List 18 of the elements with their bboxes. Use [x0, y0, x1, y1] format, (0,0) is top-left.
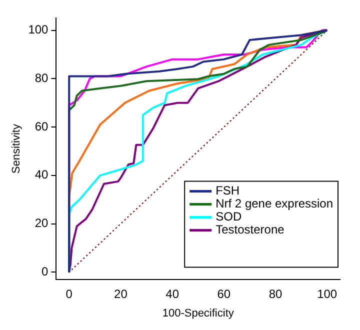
- y-tick-label: 40: [34, 168, 49, 182]
- x-tick-label: 100: [317, 286, 338, 301]
- y-tick-label: 80: [34, 70, 49, 85]
- legend-label: Testosterone: [216, 222, 285, 237]
- y-axis-title: Sensitivity: [10, 124, 23, 174]
- legend-label: FSH: [216, 184, 240, 198]
- y-tick-label: 0: [42, 264, 49, 278]
- x-tick-label: 20: [114, 286, 128, 301]
- legend-label: SOD: [216, 210, 242, 224]
- x-axis-title: 100-Specificity: [162, 307, 234, 320]
- x-tick-label: 80: [268, 286, 282, 301]
- legend-label: Nrf 2 gene expression: [216, 196, 334, 211]
- x-tick-label: 60: [217, 286, 231, 301]
- y-tick-label: 20: [34, 216, 49, 230]
- x-tick-label: 0: [66, 286, 73, 301]
- x-tick-label: 40: [166, 286, 180, 301]
- y-tick-label: 100: [28, 22, 49, 37]
- y-tick-label: 60: [34, 119, 49, 134]
